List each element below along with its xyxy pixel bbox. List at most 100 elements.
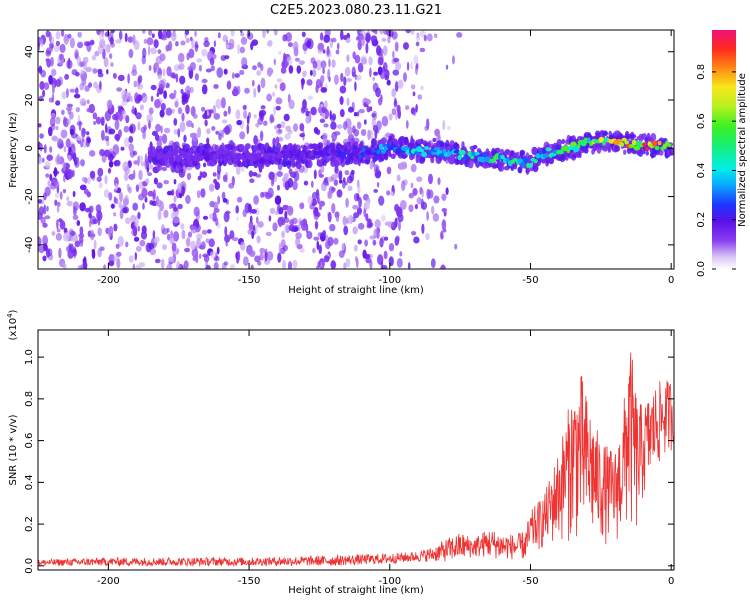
noise-blob (200, 188, 206, 198)
noise-blob (334, 74, 339, 85)
noise-blob (251, 79, 255, 87)
signal-halo (329, 142, 336, 147)
signal-halo (467, 159, 474, 169)
noise-blob (432, 213, 440, 222)
noise-blob (315, 59, 322, 71)
noise-blob (362, 249, 367, 259)
noise-blob (236, 216, 239, 221)
noise-blob (55, 100, 61, 106)
noise-blob (312, 247, 316, 254)
noise-blob (254, 207, 260, 216)
x-tick-label: -100 (378, 275, 401, 286)
noise-blob (133, 236, 140, 242)
noise-blob (138, 75, 143, 84)
noise-blob (75, 107, 81, 113)
noise-blob (123, 125, 130, 133)
noise-blob (302, 70, 307, 78)
noise-blob (410, 163, 417, 173)
spectrogram-y-ticks: -40 -20 0 20 40 (24, 45, 674, 253)
signal-blob (242, 157, 247, 161)
noise-blob (137, 121, 141, 131)
noise-blob (46, 205, 49, 212)
noise-blob (56, 137, 63, 144)
snr-y-ticks: 0.0 0.2 0.4 0.6 0.8 1.0 (24, 349, 674, 574)
noise-blob (42, 89, 46, 98)
noise-blob (298, 60, 305, 65)
noise-blob (48, 126, 53, 137)
noise-blob (53, 167, 58, 178)
noise-blob (56, 228, 61, 233)
noise-blob (322, 49, 326, 54)
noise-blob (85, 140, 90, 148)
noise-blob (196, 233, 203, 240)
noise-blob (86, 131, 90, 136)
noise-blob (413, 54, 419, 65)
colorbar-tick-label: 0.0 (696, 261, 707, 277)
noise-blob (145, 178, 150, 184)
noise-blob (115, 243, 120, 249)
noise-blob (128, 48, 134, 59)
noise-blob (266, 67, 273, 77)
noise-blob (178, 63, 185, 70)
noise-blob (390, 191, 394, 196)
signal-halo (380, 137, 388, 145)
noise-blob (369, 235, 376, 240)
noise-blob (194, 73, 199, 81)
noise-blob (45, 173, 50, 178)
noise-blob (349, 172, 355, 182)
noise-blob (414, 203, 418, 210)
signal-halo (548, 156, 555, 165)
noise-blob (336, 124, 343, 129)
noise-blob (268, 215, 272, 222)
noise-blob (275, 97, 283, 105)
signal-blob (479, 156, 486, 163)
signal-halo (435, 155, 442, 164)
noise-blob (209, 57, 215, 66)
noise-blob (106, 99, 113, 110)
noise-blob (360, 36, 365, 47)
noise-blob (221, 191, 226, 200)
noise-blob (173, 89, 177, 96)
noise-blob (222, 198, 228, 203)
noise-blob (243, 110, 248, 119)
noise-blob (173, 207, 179, 212)
noise-blob (441, 193, 447, 201)
noise-blob (176, 260, 181, 269)
noise-blob (324, 100, 328, 110)
noise-blob (299, 123, 305, 132)
noise-blob (133, 80, 138, 88)
noise-blob (89, 150, 96, 157)
noise-blob (306, 79, 313, 86)
noise-blob (147, 172, 153, 177)
noise-blob (49, 173, 53, 181)
noise-blob (269, 207, 276, 215)
noise-blob (442, 228, 447, 233)
noise-blob (250, 264, 254, 269)
noise-blob (201, 171, 208, 178)
noise-blob (339, 179, 343, 184)
noise-blob (53, 180, 60, 189)
signal-halo (519, 149, 526, 156)
noise-blob (403, 42, 409, 50)
noise-blob (185, 104, 190, 115)
noise-blob (220, 97, 226, 109)
snr-y-axis-label: SNR (10 * v/v) (8, 414, 19, 485)
spectrogram-frame (37, 29, 675, 270)
noise-blob (93, 121, 96, 125)
noise-blob (322, 68, 325, 75)
noise-blob (285, 125, 292, 132)
noise-blob (274, 210, 279, 215)
noise-blob (80, 69, 85, 75)
y-tick-label: -40 (24, 237, 35, 253)
noise-blob (279, 82, 286, 92)
noise-blob (405, 105, 410, 110)
noise-blob (157, 49, 162, 54)
noise-blob (274, 125, 278, 130)
x-tick-label: -50 (522, 275, 538, 286)
noise-blob (364, 239, 368, 247)
noise-blob (51, 83, 55, 95)
noise-blob (128, 143, 134, 152)
noise-blob (155, 199, 162, 207)
noise-blob (396, 258, 403, 268)
noise-blob (310, 106, 317, 116)
